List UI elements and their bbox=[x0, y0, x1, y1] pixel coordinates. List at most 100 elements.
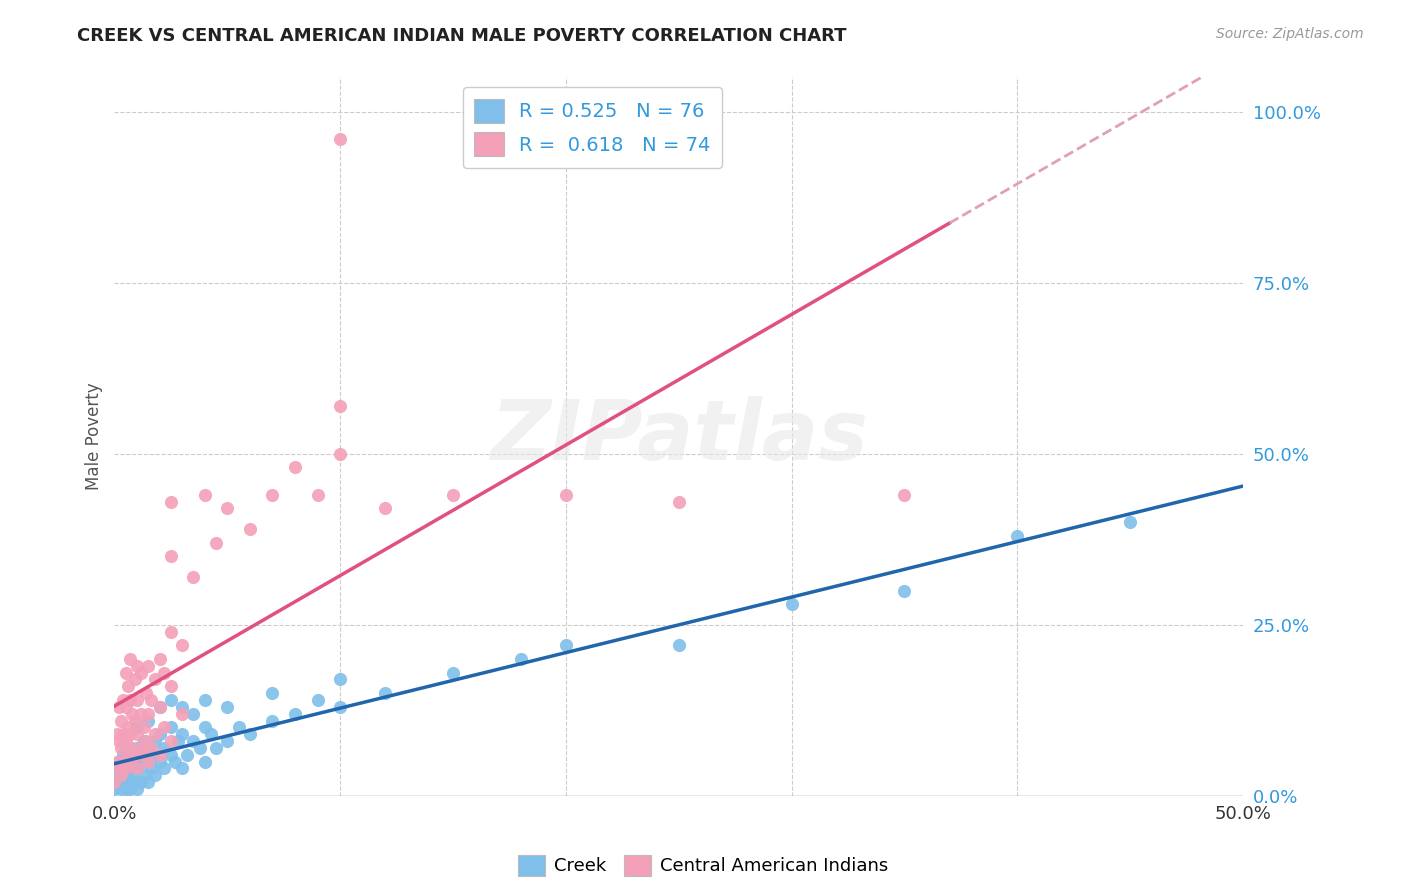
Point bbox=[183, 734, 205, 748]
Point bbox=[172, 706, 194, 721]
Point bbox=[110, 740, 132, 755]
Point bbox=[136, 706, 159, 721]
Point bbox=[110, 781, 132, 796]
Legend: Creek, Central American Indians: Creek, Central American Indians bbox=[510, 847, 896, 883]
Point bbox=[262, 686, 284, 700]
Point bbox=[120, 693, 142, 707]
Point bbox=[329, 399, 352, 413]
Point bbox=[153, 720, 176, 734]
Point bbox=[117, 679, 139, 693]
Point bbox=[205, 535, 228, 549]
Point bbox=[108, 699, 131, 714]
Point bbox=[160, 624, 183, 639]
Point bbox=[176, 747, 198, 762]
Point bbox=[117, 720, 139, 734]
Point bbox=[121, 740, 143, 755]
Point bbox=[131, 747, 153, 762]
Point bbox=[125, 740, 148, 755]
Point bbox=[188, 740, 211, 755]
Point bbox=[1119, 515, 1142, 529]
Point bbox=[131, 740, 153, 755]
Text: Source: ZipAtlas.com: Source: ZipAtlas.com bbox=[1216, 27, 1364, 41]
Point bbox=[172, 761, 194, 775]
Point bbox=[217, 734, 239, 748]
Point bbox=[262, 714, 284, 728]
Text: ZIPatlas: ZIPatlas bbox=[489, 396, 868, 477]
Point bbox=[143, 727, 166, 741]
Point bbox=[114, 734, 136, 748]
Point bbox=[121, 747, 143, 762]
Point bbox=[136, 755, 159, 769]
Point bbox=[117, 755, 139, 769]
Point bbox=[554, 638, 576, 652]
Point bbox=[108, 775, 131, 789]
Point bbox=[153, 665, 176, 680]
Point bbox=[117, 747, 139, 762]
Point bbox=[114, 761, 136, 775]
Point bbox=[132, 768, 155, 782]
Point bbox=[239, 727, 262, 741]
Point bbox=[124, 775, 146, 789]
Point bbox=[148, 727, 170, 741]
Point bbox=[139, 693, 162, 707]
Point bbox=[120, 761, 142, 775]
Point bbox=[112, 775, 135, 789]
Point bbox=[112, 693, 135, 707]
Point bbox=[136, 775, 159, 789]
Point bbox=[131, 775, 153, 789]
Point bbox=[108, 755, 131, 769]
Point bbox=[183, 570, 205, 584]
Point bbox=[108, 734, 131, 748]
Point bbox=[112, 727, 135, 741]
Point bbox=[329, 673, 352, 687]
Point bbox=[112, 747, 135, 762]
Point bbox=[172, 727, 194, 741]
Point bbox=[329, 699, 352, 714]
Point bbox=[200, 727, 222, 741]
Point bbox=[132, 734, 155, 748]
Point bbox=[441, 665, 464, 680]
Point bbox=[121, 706, 143, 721]
Point bbox=[136, 658, 159, 673]
Point bbox=[194, 720, 217, 734]
Point bbox=[121, 768, 143, 782]
Point bbox=[441, 488, 464, 502]
Point bbox=[135, 734, 157, 748]
Point bbox=[148, 699, 170, 714]
Point bbox=[131, 665, 153, 680]
Point bbox=[110, 768, 132, 782]
Point bbox=[125, 720, 148, 734]
Point bbox=[160, 494, 183, 508]
Point bbox=[148, 755, 170, 769]
Point bbox=[183, 706, 205, 721]
Point bbox=[262, 488, 284, 502]
Point bbox=[105, 727, 128, 741]
Point bbox=[139, 761, 162, 775]
Point bbox=[307, 693, 329, 707]
Point bbox=[142, 747, 165, 762]
Point bbox=[114, 740, 136, 755]
Point bbox=[329, 132, 352, 146]
Point bbox=[132, 720, 155, 734]
Point bbox=[117, 775, 139, 789]
Point bbox=[893, 488, 915, 502]
Point bbox=[160, 734, 183, 748]
Point bbox=[153, 740, 176, 755]
Point bbox=[284, 460, 307, 475]
Point bbox=[125, 761, 148, 775]
Point bbox=[136, 714, 159, 728]
Point bbox=[143, 734, 166, 748]
Point bbox=[160, 693, 183, 707]
Point bbox=[153, 761, 176, 775]
Point bbox=[284, 706, 307, 721]
Point bbox=[143, 673, 166, 687]
Point bbox=[160, 720, 183, 734]
Point bbox=[172, 699, 194, 714]
Point bbox=[135, 755, 157, 769]
Point bbox=[103, 781, 125, 796]
Point bbox=[307, 488, 329, 502]
Point bbox=[125, 761, 148, 775]
Point bbox=[125, 693, 148, 707]
Point bbox=[136, 740, 159, 755]
Point bbox=[120, 755, 142, 769]
